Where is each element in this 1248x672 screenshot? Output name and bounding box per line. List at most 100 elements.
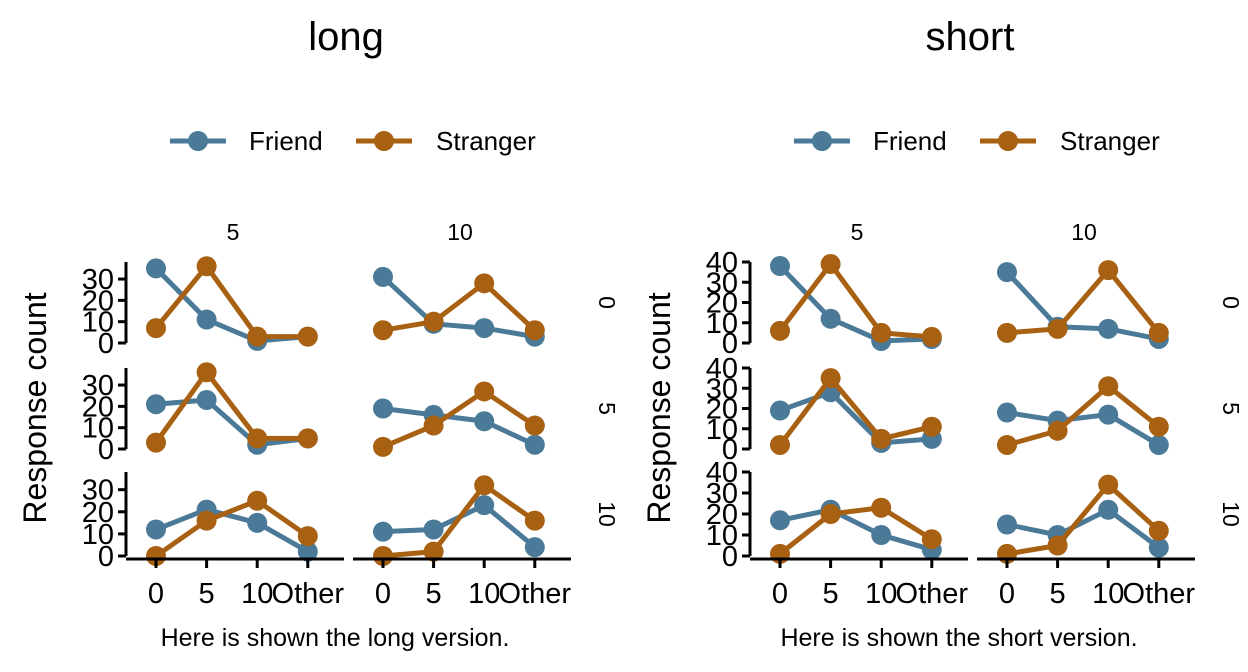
facet-row-label: 0 (594, 296, 620, 309)
data-point-stranger (820, 368, 841, 389)
data-point-stranger (1098, 260, 1119, 281)
data-point-stranger (297, 526, 318, 547)
facet-col-label: 5 (851, 219, 864, 245)
x-tick-label: 10 (1092, 578, 1124, 610)
x-tick-label: 0 (772, 578, 788, 610)
data-point-stranger (297, 326, 318, 347)
y-tick-label: 10 (706, 308, 738, 340)
series-line-stranger (778, 375, 933, 447)
data-point-friend (474, 411, 495, 432)
data-point-stranger (770, 434, 790, 455)
series-line-stranger (153, 369, 308, 445)
y-tick-label: 30 (82, 264, 114, 296)
data-point-stranger (146, 432, 166, 453)
facet-col-label: 10 (1071, 219, 1097, 245)
y-tick-label: 10 (706, 520, 738, 552)
data-point-friend (196, 309, 217, 330)
facet-cell-row10-col5 (770, 497, 942, 564)
facet-cell-row5-col10 (373, 381, 545, 457)
data-point-stranger (921, 326, 942, 347)
legend-label: Friend (873, 126, 947, 156)
legend-label: Stranger (436, 126, 536, 156)
data-point-stranger (820, 504, 841, 524)
data-point-stranger (196, 510, 217, 531)
legend-item-stranger: Stranger (980, 126, 1160, 156)
data-point-friend (247, 512, 268, 533)
series-line-stranger (1006, 482, 1161, 557)
x-tick-label: 10 (865, 578, 897, 610)
y-tick-label: 0 (98, 434, 114, 466)
data-point-stranger (997, 322, 1017, 343)
data-point-friend (423, 519, 444, 540)
data-point-friend (196, 389, 217, 410)
facet-cell-row10-col5 (146, 490, 318, 566)
data-point-friend (770, 510, 790, 531)
series-line-friend (779, 507, 933, 553)
data-point-stranger (474, 273, 495, 294)
data-point-stranger (770, 320, 790, 341)
data-point-stranger (524, 320, 545, 341)
series-line-friend (382, 502, 537, 550)
legend-item-friend: Friend (794, 126, 947, 156)
legend-label: Friend (249, 126, 323, 156)
series-line-stranger (382, 388, 537, 450)
data-point-stranger (196, 362, 217, 383)
y-tick-label: 20 (706, 288, 738, 320)
legend-marker (812, 131, 832, 151)
series-line-friend (155, 507, 310, 554)
data-point-stranger (146, 318, 166, 339)
y-tick-label: 30 (706, 267, 738, 299)
facet-row-label: 5 (594, 402, 620, 415)
data-point-stranger (820, 254, 841, 275)
data-point-friend (1148, 537, 1169, 558)
legend: Friend Stranger (794, 126, 1160, 156)
y-tick-label: 40 (706, 457, 738, 489)
data-point-friend (770, 256, 790, 277)
x-axis-title: Here is shown the short version. (780, 624, 1137, 652)
x-tick-label: 10 (468, 578, 500, 610)
data-point-stranger (1047, 535, 1068, 556)
x-tick-label: Other (896, 578, 969, 610)
x-tick-label: 0 (999, 578, 1015, 610)
y-tick-label: 20 (82, 391, 114, 423)
data-point-stranger (921, 529, 942, 550)
data-point-friend (524, 434, 545, 455)
data-point-friend (770, 400, 790, 421)
facet-cell-row5-col5 (146, 362, 318, 455)
data-point-friend (524, 537, 545, 558)
data-point-friend (871, 525, 892, 545)
data-point-friend (997, 514, 1017, 535)
y-tick-label: 10 (82, 413, 114, 445)
y-tick-label: 40 (706, 353, 738, 385)
series-line-friend (1006, 410, 1161, 448)
facet-cell-row0-col10 (997, 260, 1169, 349)
data-point-stranger (524, 415, 545, 436)
y-tick-label: 0 (722, 434, 738, 466)
data-point-friend (146, 394, 166, 415)
data-point-friend (1098, 404, 1119, 425)
y-tick-label: 20 (706, 394, 738, 426)
facet-col-label: 10 (447, 219, 473, 245)
data-point-friend (997, 402, 1017, 423)
x-tick-label: Other (1123, 578, 1196, 610)
data-point-stranger (423, 311, 444, 332)
facet-cell-row0-col5 (770, 254, 942, 351)
data-point-stranger (1148, 416, 1169, 437)
facet-cell-row5-col5 (770, 368, 942, 455)
data-point-stranger (921, 416, 942, 437)
data-point-friend (1148, 434, 1169, 455)
y-tick-label: 10 (706, 414, 738, 446)
data-point-stranger (297, 428, 318, 449)
y-tick-label: 10 (82, 519, 114, 551)
y-tick-label: 0 (722, 541, 738, 573)
x-tick-label: Other (272, 578, 345, 610)
data-point-stranger (871, 322, 892, 343)
y-tick-label: 0 (98, 328, 114, 360)
panel-title: long (308, 15, 384, 59)
data-point-stranger (1047, 318, 1068, 339)
data-point-friend (373, 521, 393, 542)
data-point-stranger (146, 546, 166, 566)
series-line-friend (778, 264, 932, 344)
data-point-stranger (1098, 474, 1119, 495)
data-point-stranger (474, 381, 495, 402)
